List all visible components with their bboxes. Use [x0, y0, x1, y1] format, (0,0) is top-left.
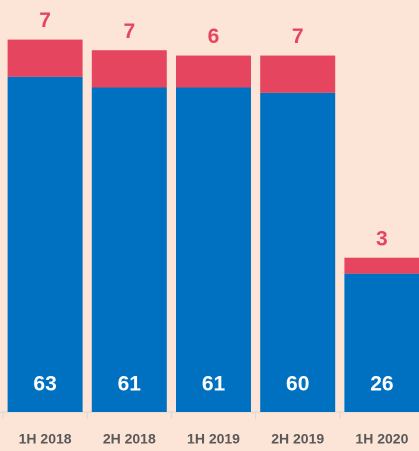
x-tick-label: 1H 2018	[19, 431, 72, 447]
value-label: 61	[118, 373, 142, 396]
value-label: 60	[286, 373, 309, 396]
bar-segment	[260, 92, 336, 413]
bar-segment	[344, 257, 419, 274]
bar-segment	[176, 55, 251, 88]
value-label: 7	[39, 9, 51, 32]
value-label: 61	[202, 373, 226, 396]
bar-segment	[344, 273, 419, 412]
bar-segment	[91, 50, 167, 88]
bar-segment	[7, 76, 83, 412]
bar-segment	[7, 39, 83, 77]
value-label: 6	[208, 25, 220, 48]
bar-segment	[91, 87, 167, 412]
value-label: 3	[376, 227, 388, 250]
bar-segment	[176, 87, 251, 412]
x-tick-label: 1H 2019	[187, 431, 240, 447]
x-tick-label: 1H 2020	[355, 431, 408, 447]
value-label: 7	[292, 25, 304, 48]
value-label: 63	[33, 373, 56, 396]
bar-segment	[260, 55, 336, 93]
value-label: 26	[370, 373, 393, 396]
value-label: 7	[123, 20, 135, 43]
x-tick-label: 2H 2018	[103, 431, 156, 447]
x-tick-label: 2H 2019	[271, 431, 324, 447]
